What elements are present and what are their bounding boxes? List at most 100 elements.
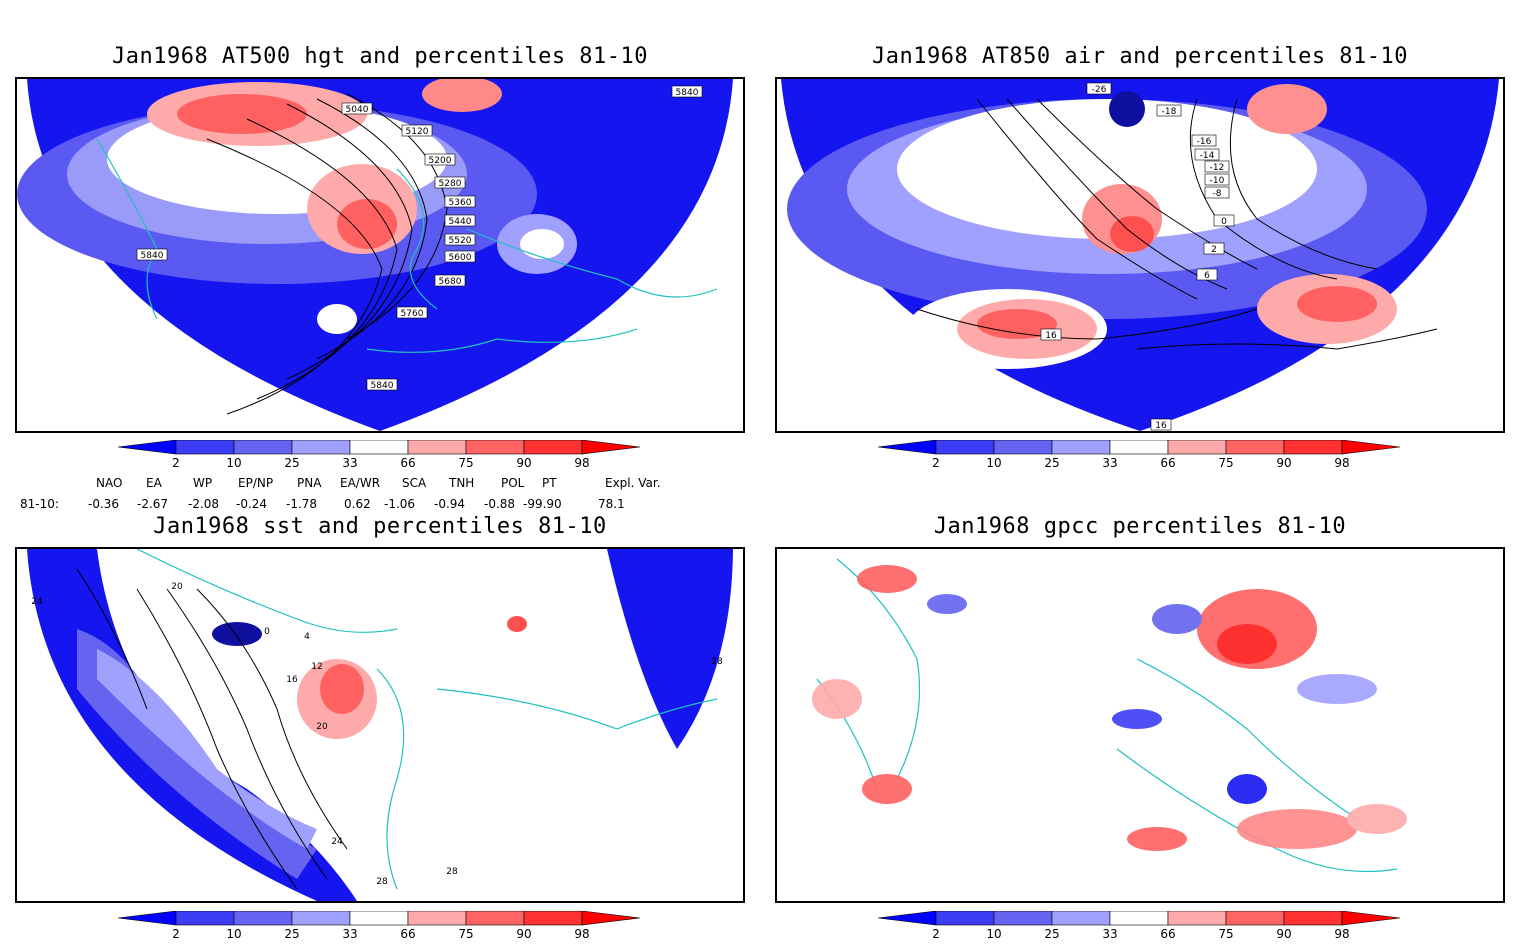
contour-label: 5360 xyxy=(449,198,472,208)
panel-title-gpcc: Jan1968 gpcc percentiles 81-10 xyxy=(933,514,1347,539)
contour-label: 5840 xyxy=(676,88,699,98)
contour-label: -16 xyxy=(1197,137,1212,147)
map-air850: -26 -18 -16 -14 -12 -10 -8 0 2 6 16 16 xyxy=(775,77,1505,433)
contour-label: 5040 xyxy=(346,105,369,115)
map-gpcc xyxy=(775,547,1505,903)
colorbar-tick: 33 xyxy=(1102,456,1118,470)
map-hgt500: 5040 5120 5200 5280 5360 5440 5520 5600 … xyxy=(15,77,745,433)
colorbar-tick: 2 xyxy=(932,927,940,941)
index-value: -0.88 xyxy=(484,497,516,511)
colorbar-bottom-right: 2 10 25 33 66 75 90 98 xyxy=(877,910,1438,945)
colorbar-tick: 90 xyxy=(1276,927,1292,941)
contour-label: -12 xyxy=(1210,163,1225,173)
index-header: PT xyxy=(542,476,557,490)
index-header: EA/WR xyxy=(340,476,381,490)
contour-label: 5280 xyxy=(439,179,462,189)
colorbar-tick: 66 xyxy=(400,927,416,941)
index-header: POL xyxy=(501,476,525,490)
contour-label: 28 xyxy=(446,867,458,877)
colorbar-tick: 75 xyxy=(1218,456,1234,470)
colorbar-tick: 33 xyxy=(342,456,358,470)
colorbar-tick: 66 xyxy=(1160,927,1176,941)
colorbar-tick: 75 xyxy=(458,927,474,941)
map-air850-svg: -26 -18 -16 -14 -12 -10 -8 0 2 6 16 16 xyxy=(777,79,1503,431)
colorbar-tick: 25 xyxy=(1044,927,1060,941)
contour-label: 5120 xyxy=(406,127,429,137)
colorbar-tick: 90 xyxy=(516,456,532,470)
contour-label: 4 xyxy=(304,632,310,642)
colorbar-svg xyxy=(117,910,641,926)
contour-label: 2 xyxy=(1211,245,1217,255)
index-value: 78.1 xyxy=(598,497,625,511)
map-sst-svg: 24 20 0 4 12 16 20 24 28 28 28 xyxy=(17,549,743,901)
colorbar-svg xyxy=(877,910,1401,926)
index-value: -2.67 xyxy=(137,497,169,511)
colorbar-tick: 25 xyxy=(1044,456,1060,470)
colorbar-bottom-left: 2 10 25 33 66 75 90 98 xyxy=(117,910,678,945)
contour-label: 5760 xyxy=(401,309,424,319)
colorbar-top-left: 2 10 25 33 66 75 90 98 xyxy=(117,439,678,474)
contour-label: 0 xyxy=(264,627,270,637)
colorbar-tick: 90 xyxy=(1276,456,1292,470)
index-value: -1.78 xyxy=(286,497,318,511)
map-gpcc-svg xyxy=(777,549,1503,901)
colorbar-svg xyxy=(877,439,1401,455)
contour-label: 24 xyxy=(31,597,43,607)
index-header: Expl. Var. xyxy=(605,476,661,490)
colorbar-tick: 10 xyxy=(986,456,1002,470)
colorbar-tick: 2 xyxy=(172,927,180,941)
index-header: EP/NP xyxy=(238,476,274,490)
contour-label: 20 xyxy=(316,722,328,732)
colorbar-tick: 10 xyxy=(986,927,1002,941)
contour-label: -8 xyxy=(1213,189,1222,199)
index-header: PNA xyxy=(297,476,322,490)
contour-label: -18 xyxy=(1162,107,1177,117)
colorbar-tick: 98 xyxy=(574,456,590,470)
map-hgt500-svg: 5040 5120 5200 5280 5360 5440 5520 5600 … xyxy=(17,79,743,431)
colorbar-tick: 90 xyxy=(516,927,532,941)
colorbar-tick: 75 xyxy=(1218,927,1234,941)
contour-label: 5840 xyxy=(371,381,394,391)
colorbar-svg xyxy=(117,439,641,455)
index-value: -2.08 xyxy=(188,497,220,511)
contour-label: 5680 xyxy=(439,277,462,287)
contour-label: 5600 xyxy=(449,253,472,263)
index-value: -99.90 xyxy=(523,497,562,511)
contour-label: 5840 xyxy=(141,251,164,261)
contour-label: 0 xyxy=(1221,217,1227,227)
colorbar-tick: 66 xyxy=(1160,456,1176,470)
index-row-label: 81-10: xyxy=(20,497,59,511)
colorbar-tick: 98 xyxy=(1334,456,1350,470)
colorbar-tick: 10 xyxy=(226,456,242,470)
panel-title-hgt500: Jan1968 AT500 hgt and percentiles 81-10 xyxy=(111,44,649,69)
contour-label: 16 xyxy=(1045,331,1057,341)
contour-label: 28 xyxy=(711,657,723,667)
contour-label: 6 xyxy=(1204,271,1210,281)
colorbar-tick: 25 xyxy=(284,927,300,941)
index-header: SCA xyxy=(402,476,427,490)
colorbar-tick: 75 xyxy=(458,456,474,470)
colorbar-tick: 33 xyxy=(1102,927,1118,941)
contour-label: 16 xyxy=(286,675,298,685)
index-value: -0.24 xyxy=(236,497,268,511)
colorbar-tick: 25 xyxy=(284,456,300,470)
contour-label: -14 xyxy=(1200,151,1215,161)
colorbar-tick: 2 xyxy=(172,456,180,470)
contour-label: 12 xyxy=(311,662,322,672)
colorbar-tick: 98 xyxy=(574,927,590,941)
colorbar-tick: 2 xyxy=(932,456,940,470)
index-header: NAO xyxy=(96,476,123,490)
index-value: -0.36 xyxy=(88,497,120,511)
colorbar-tick: 66 xyxy=(400,456,416,470)
contour-label: 28 xyxy=(376,877,388,887)
contour-label: 5200 xyxy=(429,156,452,166)
panel-title-sst: Jan1968 sst and percentiles 81-10 xyxy=(153,514,607,539)
contour-label: 5440 xyxy=(449,217,472,227)
contour-label: -26 xyxy=(1092,85,1107,95)
colorbar-tick: 10 xyxy=(226,927,242,941)
contour-label: -10 xyxy=(1210,176,1225,186)
map-sst: 24 20 0 4 12 16 20 24 28 28 28 xyxy=(15,547,745,903)
colorbar-tick: 33 xyxy=(342,927,358,941)
panel-title-air850: Jan1968 AT850 air and percentiles 81-10 xyxy=(871,44,1409,69)
contour-label: 5520 xyxy=(449,236,472,246)
